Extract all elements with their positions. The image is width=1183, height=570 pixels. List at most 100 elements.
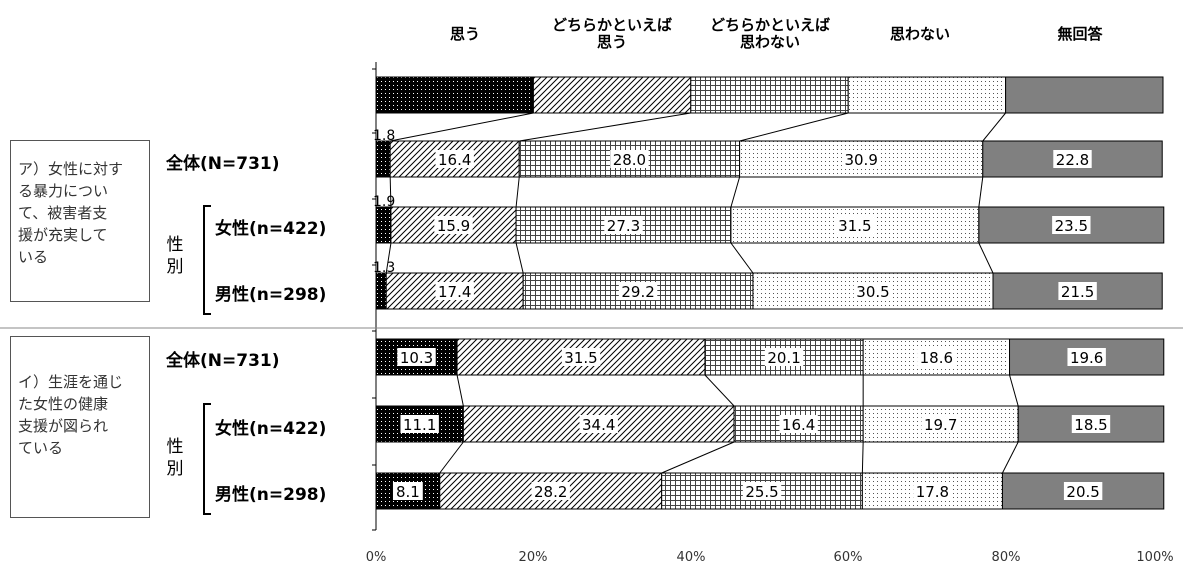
legend-label-dochiraka-omou: どちらかといえば 思う [551,16,672,51]
bar-segment-dochiraka-omou [532,76,692,114]
data-label: 25.5 [745,483,778,501]
data-label: 31.5 [564,349,597,367]
data-label-bg [531,482,570,500]
data-label: 19.7 [924,416,957,434]
bar-segment-dochiraka-omowanai [690,76,849,114]
row-label-a-male: 男性(n=298) [215,285,327,305]
bar-segment-omowanai [847,76,1007,114]
data-label-bg [1067,348,1106,366]
series-connector-line [978,176,984,208]
series-connector-line [515,242,524,274]
data-label-bg [392,482,423,500]
data-label-bg [917,348,956,366]
series-connector-line [1009,374,1019,407]
data-label: 1.8 [373,128,395,144]
data-label-bg [841,150,881,168]
row-label-a-female: 女性(n=422) [215,219,327,239]
data-label: 8.1 [396,483,420,501]
series-connector-line [704,374,735,407]
bar-segment-omou [375,76,534,114]
row-label-b-total: 全体(N=731) [166,351,280,371]
data-label-bg [604,216,643,234]
data-label: 18.6 [920,349,953,367]
data-label-bg [1058,282,1097,300]
data-label: 29.2 [621,283,654,301]
data-label-bg [1052,216,1091,234]
row-label-b-female: 女性(n=422) [215,419,327,439]
x-tick-label: 100% [1136,550,1174,565]
data-label: 20.1 [767,349,800,367]
data-label-bg [1053,150,1092,168]
x-tick-label: 80% [991,550,1021,565]
data-label: 23.5 [1055,217,1088,235]
legend-label-dochiraka-omowanai: どちらかといえば 思わない [709,16,830,51]
data-label: 20.5 [1066,483,1099,501]
series-connector-line [385,242,392,274]
series-connector-line [456,374,464,407]
x-tick-label: 60% [833,550,863,565]
data-label-bg [779,415,818,433]
series-connector-line [739,112,849,142]
legend-label-omou: 思う [449,25,480,43]
data-label: 31.5 [838,217,871,235]
series-connector-line [661,441,735,474]
data-label-bg [742,482,782,500]
data-label-bg [435,282,474,300]
data-label: 28.2 [534,483,567,501]
question-a-box: ア）女性に対す る暴力につい て、被害者支 援が充実して いる [10,140,150,302]
data-label-bg [610,150,649,168]
data-label-bg [579,415,618,433]
data-label-bg [921,415,960,433]
series-connector-line [978,242,994,274]
data-label-bg [434,216,473,234]
series-connector-line [390,112,534,142]
data-label-bg [400,415,439,433]
bar-segment-mukaitou [1005,76,1164,114]
data-label-bg [435,150,474,168]
data-label-bg [1071,415,1111,433]
row-label-b-male: 男性(n=298) [215,485,327,505]
data-label: 27.3 [607,217,640,235]
data-label: 10.3 [400,349,433,367]
data-label: 15.9 [437,217,470,235]
data-label: 19.6 [1070,349,1103,367]
question-b-box: イ）生涯を通じ た女性の健康 支援が図られ ている [10,336,150,518]
data-label-bg [1063,482,1103,500]
data-label: 21.5 [1061,283,1094,301]
series-connector-line [982,112,1006,142]
bar-segment-omou [375,140,391,178]
series-connector-line [515,176,520,208]
data-label: 28.0 [613,151,646,169]
data-label: 30.5 [856,283,889,301]
data-label: 18.5 [1074,416,1107,434]
data-label: 11.1 [403,416,436,434]
data-label-bg [913,482,952,500]
data-label: 1.9 [373,194,395,210]
series-connector-line [861,441,864,474]
bar-segment-omou [375,272,387,310]
bar-segment-omou [375,206,392,244]
data-label-bg [618,282,658,300]
data-label: 16.4 [782,416,815,434]
series-connector-line [1002,441,1019,474]
data-label: 16.4 [438,151,471,169]
data-label: 17.4 [438,283,471,301]
data-label: 17.8 [916,483,949,501]
legend-label-omowanai: 思わない [889,25,950,43]
x-tick-label: 0% [365,550,387,565]
series-connector-line [389,176,392,208]
x-tick-label: 20% [518,550,548,565]
data-label-bg [561,348,601,366]
x-tick-label: 40% [676,550,706,565]
row-label-a-total: 全体(N=731) [166,154,280,174]
series-connector-line [730,176,741,208]
data-label: 22.8 [1056,151,1089,169]
gender-bracket-b [203,403,211,515]
data-label-bg [764,348,804,366]
data-label-bg [397,348,436,366]
data-label: 1.3 [373,260,395,276]
legend-label-mukaitou: 無回答 [1057,25,1103,43]
series-connector-line [730,242,754,274]
data-label: 34.4 [582,416,615,434]
